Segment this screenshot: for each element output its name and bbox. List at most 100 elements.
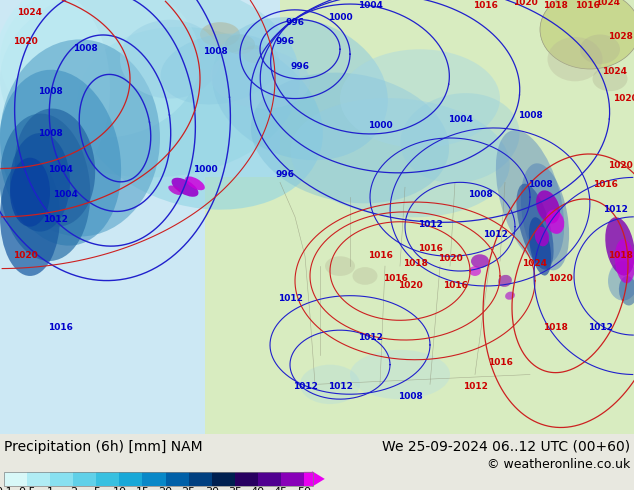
Text: 1020: 1020 [612, 94, 634, 102]
Ellipse shape [172, 178, 198, 197]
Bar [165, 472, 189, 486]
Text: 1004: 1004 [48, 166, 72, 174]
Ellipse shape [535, 227, 549, 246]
Ellipse shape [608, 261, 634, 300]
Ellipse shape [325, 256, 355, 276]
Text: 1012: 1012 [328, 382, 353, 392]
Ellipse shape [15, 109, 95, 226]
Text: 1020: 1020 [607, 161, 632, 170]
Bar [205, 0, 634, 434]
Text: 40: 40 [251, 487, 265, 490]
Text: 1012: 1012 [463, 382, 488, 392]
Text: 1008: 1008 [203, 47, 228, 56]
Text: 1008: 1008 [73, 44, 98, 53]
Text: 1016: 1016 [593, 180, 618, 189]
Ellipse shape [0, 158, 60, 276]
Ellipse shape [160, 33, 280, 104]
Ellipse shape [529, 217, 551, 275]
Ellipse shape [242, 46, 268, 63]
FancyArrow shape [304, 471, 325, 487]
Text: 1018: 1018 [543, 323, 567, 332]
Ellipse shape [0, 0, 300, 177]
Text: 1020: 1020 [548, 274, 573, 283]
Text: 1012: 1012 [358, 333, 382, 342]
Bar [74, 472, 96, 486]
Ellipse shape [353, 267, 377, 285]
Text: 1028: 1028 [607, 32, 633, 42]
Ellipse shape [340, 49, 500, 148]
Ellipse shape [0, 0, 200, 138]
Text: 1018: 1018 [403, 259, 427, 268]
Ellipse shape [540, 0, 634, 69]
Bar [143, 472, 165, 486]
Bar [281, 472, 304, 486]
Text: 1012: 1012 [278, 294, 302, 303]
Text: 1020: 1020 [13, 251, 37, 260]
Ellipse shape [200, 22, 240, 47]
Ellipse shape [580, 34, 620, 64]
Text: 1016: 1016 [488, 358, 512, 367]
Text: 996: 996 [276, 37, 295, 47]
Text: 30: 30 [205, 487, 219, 490]
Text: 25: 25 [181, 487, 196, 490]
Text: 1020: 1020 [513, 0, 538, 7]
Text: 1000: 1000 [368, 121, 392, 130]
Text: 1024: 1024 [522, 259, 548, 268]
Text: 1012: 1012 [418, 220, 443, 229]
Bar [189, 472, 212, 486]
Text: 1016: 1016 [382, 274, 408, 283]
Ellipse shape [10, 133, 70, 232]
Ellipse shape [290, 98, 510, 218]
Ellipse shape [548, 37, 602, 81]
Text: 1008: 1008 [37, 129, 62, 138]
Text: 1016: 1016 [574, 1, 599, 10]
Ellipse shape [10, 158, 50, 227]
Text: 0.5: 0.5 [18, 487, 36, 490]
Text: 1012: 1012 [588, 323, 612, 332]
Text: 1004: 1004 [53, 190, 77, 199]
Text: 1016: 1016 [443, 281, 467, 290]
Text: 1008: 1008 [398, 392, 422, 401]
Ellipse shape [168, 185, 182, 195]
Text: 1012: 1012 [292, 382, 318, 392]
Text: Precipitation (6h) [mm] NAM: Precipitation (6h) [mm] NAM [4, 440, 203, 454]
Text: 996: 996 [285, 18, 304, 26]
Ellipse shape [300, 365, 360, 404]
Text: 35: 35 [228, 487, 242, 490]
Ellipse shape [185, 176, 205, 190]
Text: 1016: 1016 [48, 323, 72, 332]
Text: 1020: 1020 [13, 37, 37, 47]
Bar [212, 472, 235, 486]
Ellipse shape [401, 93, 520, 183]
Ellipse shape [593, 67, 628, 91]
Text: 1016: 1016 [472, 1, 498, 10]
Bar [96, 472, 119, 486]
Bar [0, 0, 280, 177]
Text: 1012: 1012 [602, 205, 628, 214]
Ellipse shape [505, 292, 515, 300]
Text: 1008: 1008 [527, 180, 552, 189]
Text: 1: 1 [47, 487, 54, 490]
Text: 15: 15 [136, 487, 150, 490]
Ellipse shape [251, 73, 449, 203]
Text: 1004: 1004 [358, 1, 382, 10]
Ellipse shape [210, 49, 310, 109]
Text: 1000: 1000 [328, 13, 353, 22]
Ellipse shape [517, 184, 553, 270]
Bar [258, 472, 281, 486]
Text: 1008: 1008 [37, 87, 62, 96]
Bar [235, 472, 258, 486]
Text: 1024: 1024 [595, 0, 621, 7]
Ellipse shape [546, 210, 564, 234]
Text: 2: 2 [70, 487, 77, 490]
Ellipse shape [615, 239, 634, 283]
Text: 1020: 1020 [398, 281, 422, 290]
Ellipse shape [0, 114, 90, 261]
Text: 50: 50 [297, 487, 311, 490]
Ellipse shape [0, 70, 121, 245]
Ellipse shape [0, 0, 110, 187]
Text: 1024: 1024 [18, 8, 42, 17]
Text: 20: 20 [158, 487, 172, 490]
Ellipse shape [120, 20, 220, 98]
Text: 1012: 1012 [42, 215, 67, 224]
